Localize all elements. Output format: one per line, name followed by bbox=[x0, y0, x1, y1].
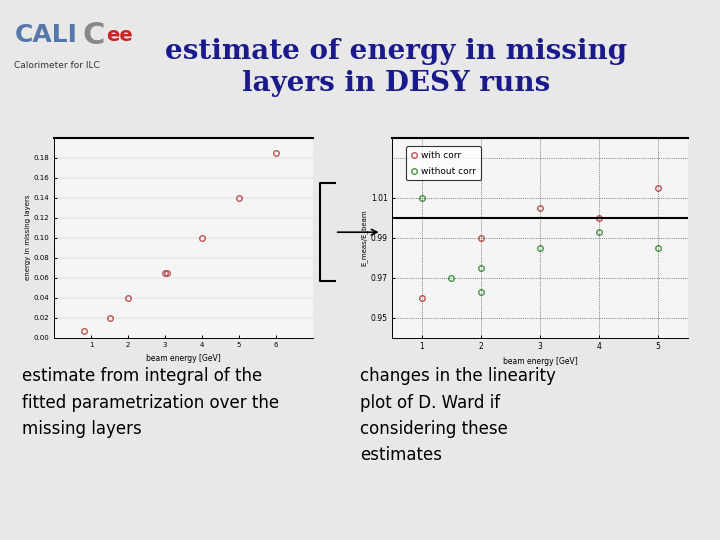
Text: C: C bbox=[83, 21, 105, 50]
without corr bbox=[447, 274, 456, 281]
Text: CALI: CALI bbox=[14, 23, 77, 47]
without corr bbox=[654, 244, 662, 251]
without corr bbox=[595, 228, 603, 235]
with corr bbox=[536, 205, 544, 211]
X-axis label: beam energy [GeV]: beam energy [GeV] bbox=[503, 357, 577, 366]
Y-axis label: energy in missing layers: energy in missing layers bbox=[24, 195, 31, 280]
Text: layers in DESY runs: layers in DESY runs bbox=[242, 70, 550, 97]
Y-axis label: E_meas/E_beam: E_meas/E_beam bbox=[361, 210, 368, 266]
Line: without corr: without corr bbox=[419, 195, 661, 294]
without corr bbox=[477, 264, 485, 271]
Line: with corr: with corr bbox=[419, 185, 661, 300]
with corr bbox=[654, 185, 662, 191]
Text: estimate from integral of the
fitted parametrization over the
missing layers: estimate from integral of the fitted par… bbox=[22, 367, 279, 438]
with corr bbox=[477, 234, 485, 241]
Text: Calorimeter for ILC: Calorimeter for ILC bbox=[14, 62, 100, 70]
Text: estimate of energy in missing: estimate of energy in missing bbox=[165, 38, 627, 65]
Legend: with corr, without corr: with corr, without corr bbox=[406, 146, 481, 180]
Text: ee: ee bbox=[107, 25, 133, 45]
without corr bbox=[418, 194, 426, 201]
X-axis label: beam energy [GeV]: beam energy [GeV] bbox=[146, 354, 221, 363]
without corr bbox=[477, 288, 485, 295]
with corr bbox=[418, 294, 426, 301]
without corr bbox=[536, 244, 544, 251]
Text: changes in the linearity
plot of D. Ward if
considering these
estimates: changes in the linearity plot of D. Ward… bbox=[360, 367, 556, 464]
with corr bbox=[595, 214, 603, 221]
